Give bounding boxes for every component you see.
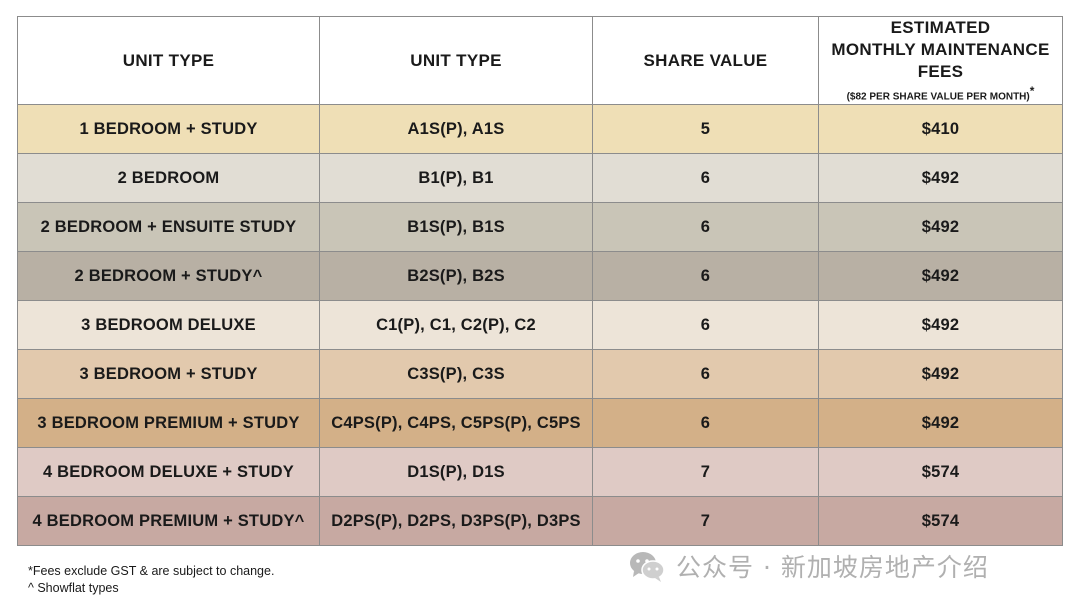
maintenance-fees-table: UNIT TYPE UNIT TYPE SHARE VALUE ESTIMATE… <box>17 16 1063 546</box>
unit-type-code-cell: A1S(P), A1S <box>319 104 593 154</box>
footnotes: *Fees exclude GST & are subject to chang… <box>28 563 274 597</box>
unit-type-code-cell: B2S(P), B2S <box>319 251 593 301</box>
watermark-text: 公众号 · 新加坡房地产介绍 <box>676 553 989 582</box>
share-value-cell: 6 <box>592 398 819 448</box>
monthly-fee-cell: $492 <box>818 251 1063 301</box>
monthly-fee-cell: $574 <box>818 447 1063 497</box>
header-share-value: SHARE VALUE <box>592 16 819 105</box>
unit-type-code-cell: C1(P), C1, C2(P), C2 <box>319 300 593 350</box>
table-row: 4 BEDROOM PREMIUM + STUDY^ D2PS(P), D2PS,… <box>17 496 1063 546</box>
footnote-gst: *Fees exclude GST & are subject to chang… <box>28 564 275 578</box>
monthly-fee-cell: $574 <box>818 496 1063 546</box>
unit-type-name-cell: 2 BEDROOM + ENSUITE STUDY <box>17 202 320 252</box>
fee-header-line1: ESTIMATED <box>890 18 991 38</box>
unit-type-name-cell: 3 BEDROOM + STUDY <box>17 349 320 399</box>
table-body: 1 BEDROOM + STUDY A1S(P), A1S 5 $410 2 BEDRO… <box>17 104 1063 546</box>
unit-type-name-cell: 2 BEDROOM <box>17 153 320 203</box>
share-value-cell: 6 <box>592 349 819 399</box>
fee-header-note-wrap: ($82 PER SHARE VALUE PER MONTH)* <box>823 85 1058 103</box>
unit-type-code-cell: D1S(P), D1S <box>319 447 593 497</box>
unit-type-code-cell: D2PS(P), D2PS, D3PS(P), D3PS <box>319 496 593 546</box>
unit-type-name-cell: 1 BEDROOM + STUDY <box>17 104 320 154</box>
share-value-cell: 6 <box>592 153 819 203</box>
fee-header-mark: * <box>1029 84 1035 99</box>
table-row: 2 BEDROOM + ENSUITE STUDY B1S(P), B1S 6 $49… <box>17 202 1063 252</box>
monthly-fee-cell: $492 <box>818 202 1063 252</box>
share-value-cell: 6 <box>592 300 819 350</box>
table-row: 3 BEDROOM PREMIUM + STUDY C4PS(P), C4PS, … <box>17 398 1063 448</box>
unit-type-code-cell: B1(P), B1 <box>319 153 593 203</box>
monthly-fee-cell: $492 <box>818 398 1063 448</box>
footnote-showflat: ^ Showflat types <box>28 581 119 595</box>
monthly-fee-cell: $410 <box>818 104 1063 154</box>
header-unit-type-name: UNIT TYPE <box>17 16 320 105</box>
monthly-fee-cell: $492 <box>818 349 1063 399</box>
unit-type-code-cell: C4PS(P), C4PS, C5PS(P), C5PS <box>319 398 593 448</box>
share-value-cell: 5 <box>592 104 819 154</box>
header-maintenance-fees: ESTIMATED MONTHLY MAINTENANCE FEES ($82 … <box>818 16 1063 105</box>
unit-type-code-cell: B1S(P), B1S <box>319 202 593 252</box>
share-value-cell: 7 <box>592 496 819 546</box>
unit-type-code-cell: C3S(P), C3S <box>319 349 593 399</box>
wechat-icon <box>630 552 665 582</box>
unit-type-name-cell: 4 BEDROOM PREMIUM + STUDY^ <box>17 496 320 546</box>
share-value-cell: 7 <box>592 447 819 497</box>
share-value-cell: 6 <box>592 251 819 301</box>
table-row: 2 BEDROOM B1(P), B1 6 $492 <box>17 153 1063 203</box>
share-value-cell: 6 <box>592 202 819 252</box>
table-row: 3 BEDROOM + STUDY C3S(P), C3S 6 $492 <box>17 349 1063 399</box>
fee-header-note: ($82 PER SHARE VALUE PER MONTH) <box>846 91 1030 103</box>
header-unit-type-code: UNIT TYPE <box>319 16 593 105</box>
table-header-row: UNIT TYPE UNIT TYPE SHARE VALUE ESTIMATE… <box>17 16 1063 105</box>
unit-type-name-cell: 3 BEDROOM PREMIUM + STUDY <box>17 398 320 448</box>
unit-type-name-cell: 2 BEDROOM + STUDY^ <box>17 251 320 301</box>
table-row: 3 BEDROOM DELUXE C1(P), C1, C2(P), C2 6 $49… <box>17 300 1063 350</box>
table-row: 1 BEDROOM + STUDY A1S(P), A1S 5 $410 <box>17 104 1063 154</box>
monthly-fee-cell: $492 <box>818 153 1063 203</box>
unit-type-name-cell: 3 BEDROOM DELUXE <box>17 300 320 350</box>
monthly-fee-cell: $492 <box>818 300 1063 350</box>
unit-type-name-cell: 4 BEDROOM DELUXE + STUDY <box>17 447 320 497</box>
fee-header-line2: MONTHLY MAINTENANCE <box>831 40 1050 60</box>
watermark: 公众号 · 新加坡房地产介绍 <box>628 548 989 584</box>
table-row: 4 BEDROOM DELUXE + STUDY D1S(P), D1S 7 $574 <box>17 447 1063 497</box>
fee-header-line3: FEES <box>917 62 964 82</box>
table-row: 2 BEDROOM + STUDY^ B2S(P), B2S 6 $492 <box>17 251 1063 301</box>
